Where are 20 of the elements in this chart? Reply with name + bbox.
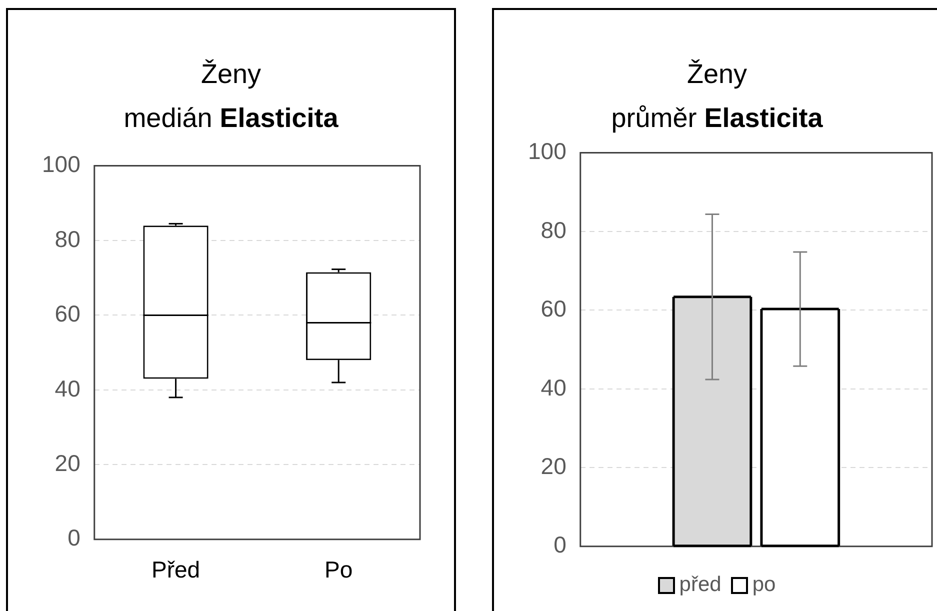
y-tick-label: 20 [540, 453, 566, 480]
series-label: po [752, 573, 776, 597]
y-tick-label: 100 [42, 151, 80, 178]
y-tick-label: 60 [540, 296, 566, 322]
y-tick-label: 0 [68, 524, 80, 551]
chart-title: Ženy [200, 58, 262, 91]
chart-subtitle: průměr Elasticita [610, 102, 824, 135]
y-tick-label: 0 [554, 532, 566, 558]
y-tick-label: 100 [528, 138, 566, 164]
legend-label: před [679, 573, 722, 597]
chart-subtitle: medián Elasticita [122, 102, 340, 135]
chart-title: Ženy [686, 58, 748, 91]
y-tick-label: 40 [54, 375, 80, 402]
y-tick-label: 80 [54, 226, 80, 252]
y-tick-label: 80 [540, 216, 566, 243]
x-tick-label: Před [151, 556, 200, 583]
y-tick-label: 40 [540, 374, 566, 400]
y-tick-label: 60 [54, 300, 80, 327]
x-tick-label: Po [324, 556, 353, 583]
y-tick-label: 20 [54, 450, 80, 476]
